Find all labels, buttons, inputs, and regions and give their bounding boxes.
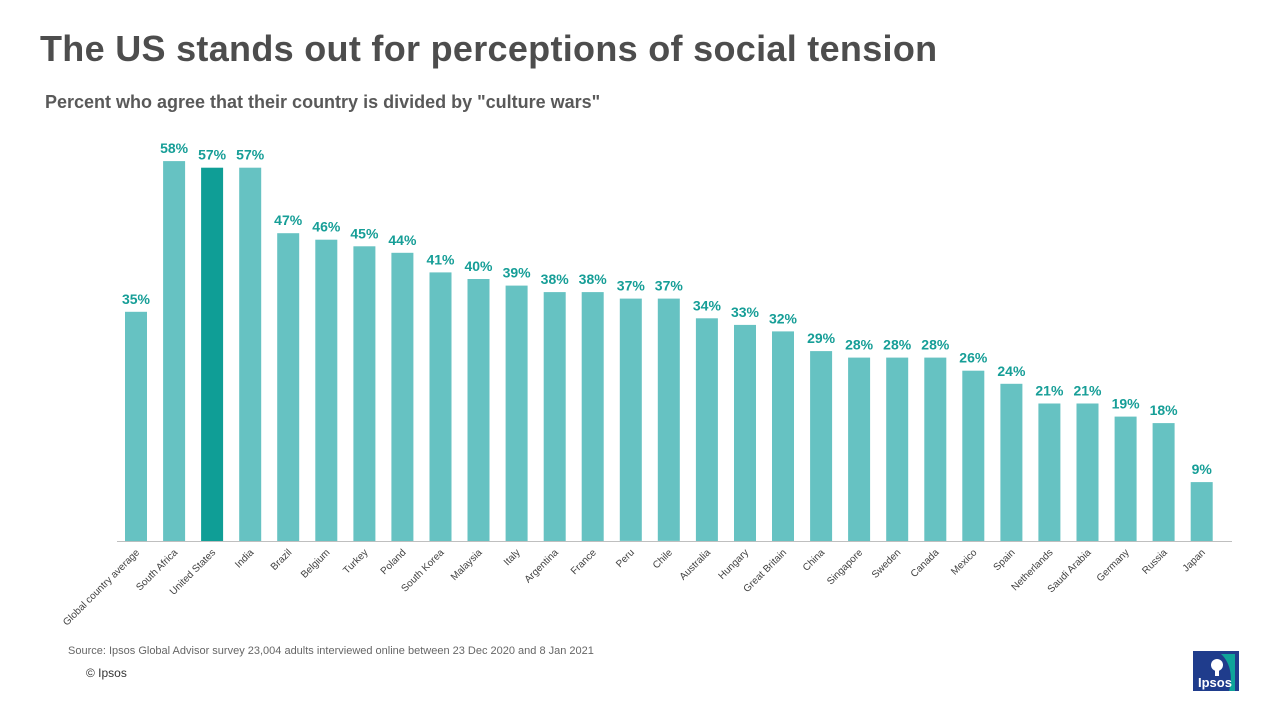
bar-value-label: 57%: [236, 147, 265, 163]
bar-value-label: 32%: [769, 310, 798, 326]
bar-value-label: 57%: [198, 147, 227, 163]
bar: [353, 246, 376, 542]
bar: [657, 298, 680, 541]
bar: [391, 252, 414, 542]
logo-accent: [1221, 654, 1235, 691]
category-tick-label: Poland: [379, 547, 409, 577]
bar: [581, 292, 604, 541]
bar: [277, 233, 300, 541]
bar: [1000, 383, 1023, 541]
category-tick-label: Russia: [1140, 547, 1170, 577]
bar-value-label: 29%: [807, 330, 836, 346]
source-note: Source: Ipsos Global Advisor survey 23,0…: [68, 645, 594, 657]
category-tick-label: Hungary: [717, 547, 752, 582]
category-tick-label: India: [233, 547, 256, 570]
bar: [619, 298, 642, 541]
bar: [1076, 403, 1099, 541]
bar: [1114, 416, 1137, 542]
category-tick-label: Peru: [614, 547, 637, 570]
bar: [429, 272, 452, 541]
bar-value-label: 37%: [655, 278, 684, 294]
category-tick-label: Japan: [1181, 547, 1208, 574]
bar-value-label: 39%: [503, 265, 532, 281]
bar-value-label: 33%: [731, 304, 760, 320]
bar-value-label: 58%: [160, 140, 189, 156]
category-tick-label: Global country average: [61, 547, 142, 628]
bar: [239, 167, 262, 541]
bar: [810, 351, 833, 541]
bar: [924, 357, 947, 541]
category-tick-label: Australia: [678, 547, 714, 583]
bar-value-label: 21%: [1073, 383, 1102, 399]
bar-value-label: 40%: [464, 258, 493, 274]
category-tick-label: Singapore: [825, 547, 865, 587]
chart-title: The US stands out for perceptions of soc…: [40, 28, 938, 69]
category-tick-label: Sweden: [870, 547, 903, 580]
bar: [886, 357, 909, 541]
category-tick-label: Germany: [1095, 547, 1132, 584]
bar: [201, 167, 224, 541]
category-tick-label: Spain: [992, 547, 1018, 573]
category-tick-label: Canada: [909, 547, 942, 580]
bar-value-label: 18%: [1150, 402, 1179, 418]
chart-subtitle: Percent who agree that their country is …: [45, 92, 601, 112]
bar-value-label: 34%: [693, 297, 722, 313]
bar: [848, 357, 871, 541]
bar-value-label: 38%: [541, 271, 570, 287]
bar-value-label: 28%: [845, 337, 874, 353]
bar: [505, 285, 528, 541]
bar: [543, 292, 566, 541]
bar: [1038, 403, 1061, 541]
category-tick-label: Malaysia: [449, 547, 485, 583]
bar-value-label: 26%: [959, 350, 988, 366]
bar: [315, 239, 338, 541]
bar-value-label: 41%: [426, 251, 455, 267]
bar: [125, 311, 147, 542]
copyright-note: © Ipsos: [86, 666, 127, 680]
category-tick-label: France: [569, 547, 599, 577]
category-tick-label: China: [801, 547, 828, 574]
bar-value-label: 44%: [388, 232, 417, 248]
bar-value-label: 28%: [921, 337, 950, 353]
bar-value-label: 28%: [883, 337, 912, 353]
category-tick-label: Italy: [502, 547, 523, 568]
bar-value-label: 19%: [1112, 396, 1141, 412]
bar-value-label: 37%: [617, 278, 646, 294]
bar: [772, 331, 794, 541]
bar: [467, 279, 490, 541]
bar-value-label: 45%: [350, 225, 379, 241]
bar: [962, 370, 985, 541]
bar-value-label: 24%: [997, 363, 1026, 379]
category-tick-label: Turkey: [341, 547, 370, 576]
bar-value-label: 47%: [274, 212, 303, 228]
category-tick-label: Brazil: [269, 547, 294, 572]
bar-value-label: 35%: [122, 291, 151, 307]
logo-text: Ipsos: [1198, 675, 1232, 690]
category-tick-label: Argentina: [523, 547, 561, 585]
bar-value-label: 38%: [579, 271, 608, 287]
ipsos-logo: Ipsos: [1193, 651, 1239, 691]
bar-value-label: 46%: [312, 219, 341, 235]
bar: [163, 161, 186, 541]
bar: [1152, 423, 1175, 541]
bar: [1190, 482, 1213, 541]
bar: [695, 318, 718, 541]
bar-value-label: 21%: [1035, 383, 1064, 399]
logo-mark: [1211, 659, 1223, 671]
category-tick-label: Belgium: [299, 547, 332, 580]
bar: [734, 324, 756, 542]
category-tick-label: Mexico: [949, 547, 979, 577]
category-tick-label: Chile: [651, 547, 675, 571]
bar-value-label: 9%: [1192, 461, 1213, 477]
